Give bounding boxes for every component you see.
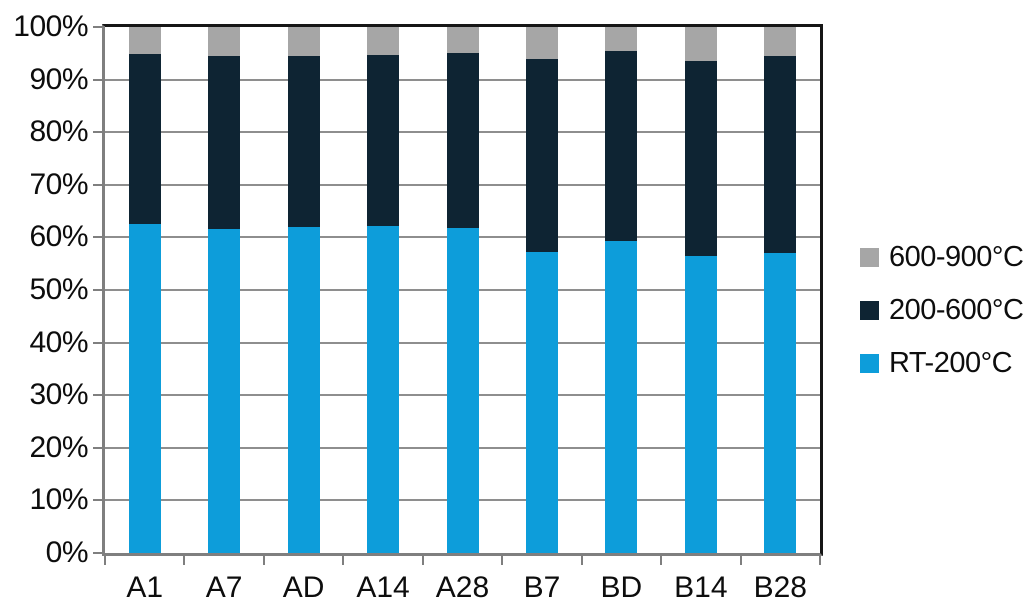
x-axis-label-bd: BD bbox=[600, 571, 643, 604]
legend: 600-900°C 200-600°C RT-200°C bbox=[860, 240, 1024, 402]
y-axis-tick-mark bbox=[93, 131, 105, 134]
y-axis-tick-mark bbox=[93, 394, 105, 397]
y-axis-tick-mark bbox=[93, 289, 105, 291]
y-axis-tick-mark bbox=[93, 552, 105, 554]
segment-600-900-c-a14 bbox=[367, 27, 400, 56]
segment-600-900-c-a28 bbox=[446, 27, 479, 53]
y-axis-tick-mark bbox=[93, 183, 105, 186]
bar-ad bbox=[287, 27, 320, 553]
segment-600-900-c-a1 bbox=[128, 27, 161, 55]
x-axis-label-a7: A7 bbox=[205, 571, 243, 604]
x-axis-tick-mark bbox=[580, 556, 583, 565]
y-axis-tick-mark bbox=[93, 236, 105, 239]
x-axis-tick-mark bbox=[342, 556, 345, 565]
segment-rt-200-c-b7 bbox=[525, 251, 558, 553]
segment-600-900-c-b14 bbox=[684, 27, 717, 61]
y-axis-tick-mark bbox=[93, 499, 105, 502]
plot-inner bbox=[105, 27, 820, 553]
legend-item-200-600-c: 200-600°C bbox=[860, 293, 1024, 326]
segment-rt-200-c-b28 bbox=[764, 252, 797, 553]
segment-200-600-c-b28 bbox=[764, 56, 797, 253]
y-axis-tick-label-0: 0% bbox=[45, 536, 89, 569]
legend-swatch-600-900-c bbox=[860, 247, 879, 267]
segment-200-600-c-bd bbox=[605, 51, 638, 242]
y-axis-tick-mark bbox=[93, 78, 105, 81]
y-axis-tick-label-80: 80% bbox=[29, 115, 88, 149]
x-axis-label-b28: B28 bbox=[753, 571, 807, 604]
segment-200-600-c-b14 bbox=[684, 60, 717, 257]
plot-area bbox=[102, 24, 823, 556]
segment-rt-200-c-bd bbox=[605, 241, 638, 553]
x-axis-label-a28: A28 bbox=[435, 571, 490, 604]
x-axis-tick-mark bbox=[421, 556, 424, 565]
bar-b7 bbox=[525, 27, 558, 553]
y-axis-tick-label-50: 50% bbox=[29, 273, 88, 306]
segment-600-900-c-a7 bbox=[208, 27, 241, 57]
x-axis-tick-mark bbox=[262, 556, 265, 565]
legend-item-600-900-c: 600-900°C bbox=[860, 240, 1024, 273]
legend-label-600-900-c: 600-900°C bbox=[889, 240, 1024, 273]
segment-rt-200-c-b14 bbox=[684, 256, 717, 553]
y-axis-tick-mark bbox=[93, 446, 105, 449]
segment-200-600-c-a28 bbox=[446, 52, 479, 229]
segment-200-600-c-a1 bbox=[128, 54, 161, 225]
x-axis-tick-mark bbox=[104, 556, 106, 565]
y-axis-tick-label-90: 90% bbox=[29, 62, 88, 96]
legend-swatch-200-600-c bbox=[860, 300, 879, 320]
legend-label-rt-200-c: RT-200°C bbox=[889, 346, 1013, 379]
x-axis-tick-mark bbox=[501, 556, 504, 565]
segment-200-600-c-a7 bbox=[208, 56, 241, 229]
x-axis-tick-mark bbox=[819, 556, 821, 565]
segment-600-900-c-b28 bbox=[764, 27, 797, 57]
y-axis-tick-label-70: 70% bbox=[29, 167, 88, 201]
segment-rt-200-c-a14 bbox=[367, 226, 400, 553]
x-axis-tick-mark bbox=[660, 556, 663, 565]
segment-rt-200-c-a1 bbox=[128, 224, 161, 553]
bar-a28 bbox=[446, 27, 479, 553]
y-axis-tick-label-20: 20% bbox=[29, 430, 88, 464]
segment-200-600-c-b7 bbox=[525, 59, 558, 252]
x-axis-label-a14: A14 bbox=[356, 571, 410, 604]
legend-item-rt-200-c: RT-200°C bbox=[860, 346, 1023, 379]
legend-label-200-600-c: 200-600°C bbox=[889, 293, 1024, 326]
y-axis-tick-mark bbox=[93, 26, 105, 28]
segment-rt-200-c-a7 bbox=[208, 228, 241, 553]
x-axis-tick-mark bbox=[739, 556, 742, 565]
y-axis-tick-mark bbox=[93, 341, 105, 344]
y-axis-tick-label-10: 10% bbox=[29, 483, 88, 517]
segment-rt-200-c-ad bbox=[287, 227, 320, 553]
x-axis-label-b14: B14 bbox=[674, 571, 728, 604]
segment-200-600-c-ad bbox=[287, 56, 320, 228]
bar-a7 bbox=[208, 27, 241, 553]
segment-600-900-c-ad bbox=[287, 27, 320, 57]
bar-b14 bbox=[684, 27, 717, 553]
bar-b28 bbox=[764, 27, 797, 553]
segment-600-900-c-bd bbox=[605, 27, 638, 52]
x-axis-tick-mark bbox=[183, 556, 186, 565]
y-axis-tick-label-40: 40% bbox=[29, 325, 88, 359]
segment-rt-200-c-a28 bbox=[446, 228, 479, 553]
bar-a1 bbox=[128, 27, 161, 553]
bar-bd bbox=[605, 27, 638, 553]
x-axis-label-ad: AD bbox=[282, 571, 325, 604]
segment-200-600-c-a14 bbox=[367, 55, 400, 227]
y-axis-tick-label-60: 60% bbox=[29, 220, 88, 254]
legend-swatch-rt-200-c bbox=[860, 353, 879, 373]
x-axis-label-b7: B7 bbox=[523, 571, 561, 604]
x-axis-label-a1: A1 bbox=[126, 571, 164, 604]
y-axis-tick-label-100: 100% bbox=[13, 10, 88, 43]
y-axis-tick-label-30: 30% bbox=[29, 378, 88, 412]
bar-a14 bbox=[367, 27, 400, 553]
segment-600-900-c-b7 bbox=[525, 27, 558, 60]
